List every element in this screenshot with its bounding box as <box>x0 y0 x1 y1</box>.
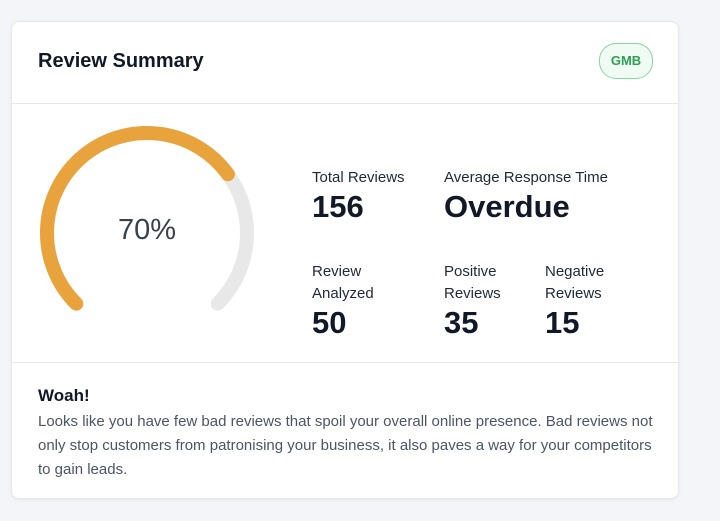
stat-label-line1: Positive <box>444 263 497 280</box>
stat-label-line2: Reviews <box>444 285 501 302</box>
stat-label-line2: Reviews <box>545 285 602 302</box>
message-text: Looks like you have few bad reviews that… <box>38 413 653 478</box>
stat-label-line2: Analyzed <box>312 285 374 302</box>
stat-value: 15 <box>545 305 580 340</box>
stat-value: 35 <box>444 305 479 340</box>
card-header: Review Summary GMB <box>12 22 678 104</box>
stat-review-analyzed: Review Analyzed 50 <box>312 261 374 341</box>
review-gauge <box>40 126 254 311</box>
stat-value: Overdue <box>444 189 570 224</box>
stat-negative-reviews: Negative Reviews 15 <box>545 261 604 341</box>
gauge-fill <box>40 126 235 311</box>
stat-label: Total Reviews <box>312 169 405 186</box>
stat-average-response-time: Average Response Time Overdue <box>444 167 608 225</box>
card-body: 70% Total Reviews 156 Average Response T… <box>12 104 678 363</box>
gmb-badge[interactable]: GMB <box>599 43 653 79</box>
stat-value: 156 <box>312 189 364 224</box>
stat-label-line1: Review <box>312 263 362 280</box>
stat-positive-reviews: Positive Reviews 35 <box>444 261 501 341</box>
card-title: Review Summary <box>38 50 204 72</box>
gauge-percent-label: 70% <box>117 214 177 246</box>
stat-value: 50 <box>312 305 347 340</box>
stat-label: Average Response Time <box>444 169 608 186</box>
review-summary-card: Review Summary GMB 70% Total Reviews 156… <box>11 21 679 499</box>
stat-label-line1: Negative <box>545 263 605 280</box>
review-message: Woah! Looks like you have few bad review… <box>38 386 658 482</box>
message-title: Woah! <box>38 386 90 405</box>
stat-total-reviews: Total Reviews 156 <box>312 167 405 225</box>
